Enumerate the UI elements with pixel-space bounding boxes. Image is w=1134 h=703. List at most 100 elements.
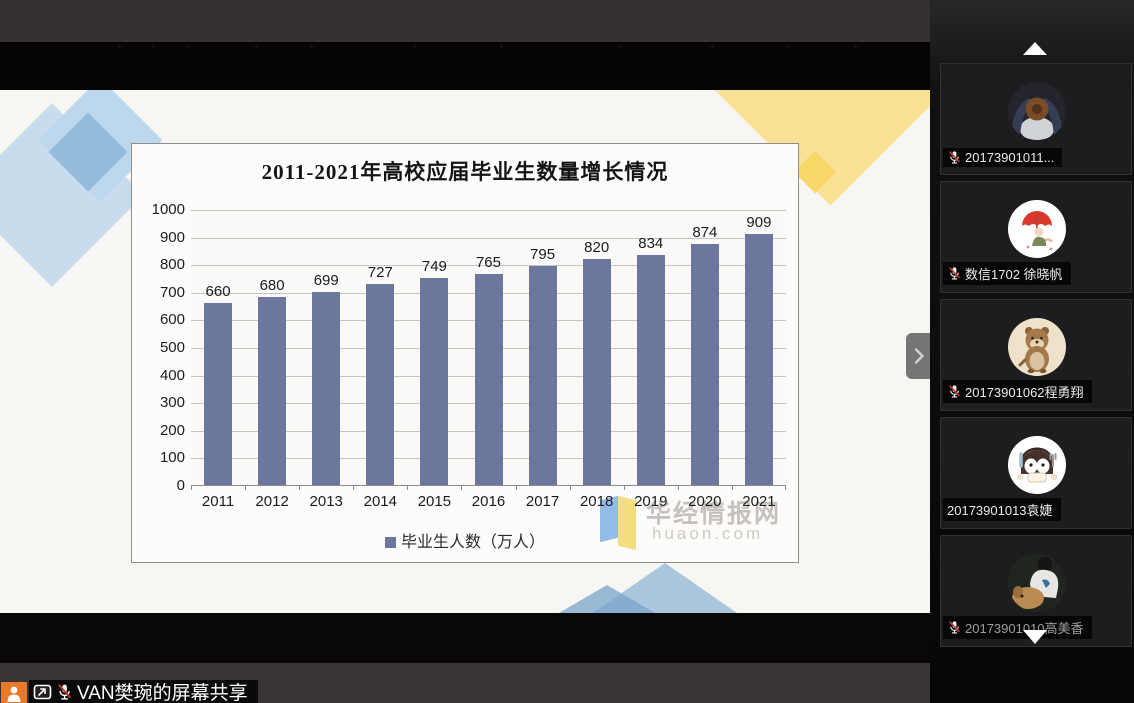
axis-tick <box>191 486 192 490</box>
participant-tile[interactable]: 20173901010高美香 <box>940 535 1132 647</box>
axis-tick <box>353 486 355 490</box>
gridline <box>191 237 786 239</box>
bar-2015 <box>420 278 449 485</box>
axis-tick <box>623 486 625 490</box>
top-window-bar <box>0 0 930 42</box>
decor-triangle-blue <box>559 585 655 613</box>
bottom-black-strip <box>0 613 930 663</box>
participant-name-strip: 20173901010高美香 <box>943 616 1092 639</box>
bar-2021 <box>744 234 773 485</box>
bar-2018 <box>582 258 611 485</box>
participant-name-strip: 20173901013袁婕 <box>943 498 1061 521</box>
bar-2013 <box>312 292 341 485</box>
participant-tile[interactable]: 数信1702 徐晓帆 <box>940 181 1132 293</box>
person-with-dog-avatar <box>1008 554 1066 612</box>
participant-tile[interactable]: 20173901011... <box>940 63 1132 175</box>
watermark-domain: huaon.com <box>652 524 764 543</box>
cartoon-otter-avatar <box>1008 318 1066 376</box>
scroll-up-button[interactable] <box>1023 42 1047 55</box>
participant-tile[interactable]: 20173901062程勇翔 <box>940 299 1132 411</box>
gridline <box>191 265 786 267</box>
chart-title: 2011-2021年高校应届毕业生数量增长情况 <box>261 160 669 184</box>
axis-tick <box>407 486 409 490</box>
axis-tick <box>731 486 733 490</box>
bar-2019 <box>636 254 665 485</box>
x-tick-label: 2020 <box>688 493 722 510</box>
gridline <box>191 210 786 211</box>
legend-swatch-icon <box>384 537 396 548</box>
participant-avatar <box>1008 318 1066 376</box>
scroll-down-button[interactable] <box>1023 630 1047 644</box>
mic-muted-icon <box>947 620 962 635</box>
plot-area: 660 680 699 727 749 765 795 820 834 874 909 <box>191 210 786 490</box>
axis-tick <box>785 486 786 490</box>
girl-red-umbrella-avatar <box>1008 200 1066 258</box>
bar-value-label: 834 <box>638 234 664 252</box>
participant-name: 20173901011... <box>965 150 1055 165</box>
participant-tile[interactable]: 20173901013袁婕 <box>940 417 1132 529</box>
sidebar-collapse-handle[interactable] <box>906 333 931 379</box>
bar-value-label: 699 <box>313 272 339 290</box>
participant-avatar <box>1008 436 1066 494</box>
participants-sidebar: 20173901011... 数信1702 徐晓帆 <box>930 0 1134 703</box>
y-tick-label: 100 <box>159 449 185 467</box>
bar-2016 <box>474 273 503 485</box>
mic-muted-icon <box>947 384 962 399</box>
participant-name: 20173901013袁婕 <box>947 503 1053 518</box>
bar-2017 <box>528 265 557 485</box>
participant-avatar <box>1008 200 1066 258</box>
shared-screen-slide: 2011-2021年高校应届毕业生数量增长情况 华经情报网 huaon.com … <box>0 90 930 613</box>
x-tick-label: 2013 <box>309 493 343 510</box>
axis-tick <box>677 486 679 490</box>
participant-name: 数信1702 徐晓帆 <box>965 267 1063 282</box>
y-tick-label: 400 <box>159 366 185 384</box>
bar-2014 <box>366 284 395 485</box>
bar-value-label: 820 <box>584 238 610 256</box>
x-tick-label: 2019 <box>634 493 668 510</box>
mic-muted-icon <box>947 266 962 281</box>
watermark: 华经情报网 huaon.com <box>598 494 798 556</box>
participant-name-strip: 数信1702 徐晓帆 <box>943 262 1071 285</box>
x-tick-label: 2017 <box>525 493 560 510</box>
x-tick-label: 2021 <box>742 493 776 510</box>
chart-legend: 毕业生人数（万人） <box>132 528 798 552</box>
participant-name-strip: 20173901062程勇翔 <box>943 380 1092 403</box>
bar-2011 <box>204 302 233 485</box>
person-icon <box>1 682 27 703</box>
y-tick-label: 200 <box>159 421 185 439</box>
participant-name: 20173901062程勇翔 <box>965 385 1084 400</box>
y-tick-label: 800 <box>159 256 185 274</box>
participant-avatar <box>1008 82 1066 140</box>
y-tick-label: 500 <box>159 339 185 356</box>
participant-name: 20173901010高美香 <box>965 621 1084 636</box>
mic-muted-icon <box>56 683 73 701</box>
participant-name-strip: 20173901011... <box>943 148 1063 167</box>
x-tick-label: 2015 <box>417 493 452 510</box>
x-tick-label: 2014 <box>363 493 397 510</box>
watermark-name: 华经情报网 <box>646 500 782 528</box>
legend-label: 毕业生人数（万人） <box>400 534 545 551</box>
chevron-right-icon <box>914 348 924 364</box>
x-tick-label: 2012 <box>255 493 289 510</box>
bar-value-label: 727 <box>367 264 393 282</box>
x-tick-label: 2018 <box>579 493 614 510</box>
penguin-cutlery-avatar <box>1008 436 1066 494</box>
axis-tick <box>245 486 247 490</box>
axis-tick <box>515 486 517 490</box>
bar-value-label: 765 <box>475 253 501 271</box>
person-top-view-avatar <box>1008 82 1066 140</box>
share-banner-strip: VAN樊琬的屏幕共享 <box>29 680 258 703</box>
x-tick-label: 2011 <box>201 493 235 510</box>
bar-2012 <box>258 297 287 485</box>
bar-value-label: 909 <box>746 214 772 232</box>
participant-avatar <box>1008 554 1066 612</box>
x-tick-label: 2016 <box>471 493 506 510</box>
screen-share-icon <box>33 683 52 701</box>
share-banner-text: VAN樊琬的屏幕共享 <box>77 683 248 703</box>
bar-value-label: 680 <box>259 277 285 295</box>
top-black-strip <box>0 42 930 90</box>
axis-tick <box>461 486 463 490</box>
bar-value-label: 874 <box>692 223 718 241</box>
axis-tick <box>299 486 301 490</box>
